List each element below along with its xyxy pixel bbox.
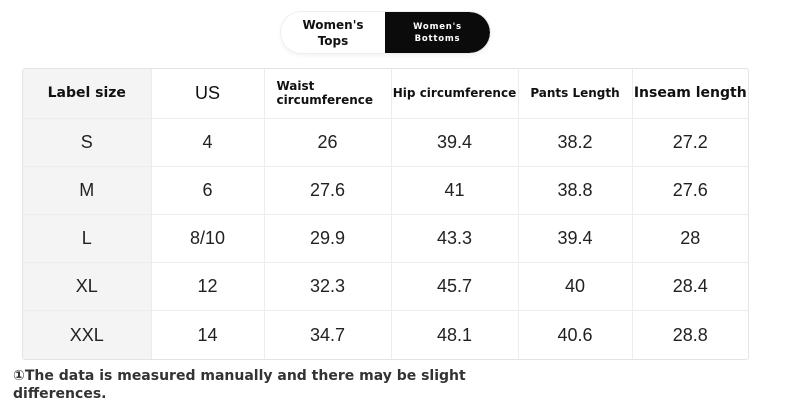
cell-waist: 29.9 [263, 213, 392, 264]
tab-womens-bottoms-label: Women's Bottoms [413, 21, 462, 44]
table-header-row: Label size US Waist circumference Hip ci… [23, 69, 748, 119]
cell-waist: 26 [263, 118, 392, 167]
cell-inseam: 27.6 [631, 165, 748, 215]
table-row: L 8/10 29.9 43.3 39.4 28 [23, 213, 748, 264]
table-row: M 6 27.6 41 38.8 27.6 [23, 165, 748, 215]
cell-pants-length: 40 [517, 262, 633, 312]
table-row: S 4 26 39.4 38.2 27.2 [23, 118, 748, 167]
table-row: XXL 14 34.7 48.1 40.6 28.8 [23, 310, 748, 359]
cell-hip: 41 [390, 165, 519, 215]
cell-hip: 43.3 [390, 213, 519, 264]
cell-pants-length: 40.6 [517, 310, 633, 359]
cell-inseam: 28 [631, 213, 748, 264]
cell-label-size: XXL [23, 310, 152, 359]
cell-inseam: 27.2 [631, 118, 748, 167]
cell-us: 8/10 [150, 213, 265, 264]
cell-label-size: L [23, 213, 152, 264]
table-row: XL 12 32.3 45.7 40 28.4 [23, 262, 748, 312]
cell-pants-length: 38.8 [517, 165, 633, 215]
cell-waist: 27.6 [263, 165, 392, 215]
cell-hip: 39.4 [390, 118, 519, 167]
header-label-size: Label size [23, 69, 152, 119]
cell-label-size: S [23, 118, 152, 167]
cell-inseam: 28.4 [631, 262, 748, 312]
cell-pants-length: 39.4 [517, 213, 633, 264]
cell-waist: 34.7 [263, 310, 392, 359]
header-hip-circumference: Hip circumference [390, 69, 519, 119]
cell-pants-length: 38.2 [517, 118, 633, 167]
tab-womens-bottoms[interactable]: Women's Bottoms [385, 12, 490, 53]
tab-womens-tops-label: Women's Tops [302, 17, 364, 48]
cell-label-size: XL [23, 262, 152, 312]
cell-hip: 48.1 [390, 310, 519, 359]
footnote-fade-overlay [118, 388, 418, 408]
header-pants-length: Pants Length [517, 69, 633, 119]
cell-label-size: M [23, 165, 152, 215]
tab-womens-tops[interactable]: Women's Tops [281, 12, 385, 53]
cell-us: 4 [150, 118, 265, 167]
cell-us: 14 [150, 310, 265, 359]
cell-us: 12 [150, 262, 265, 312]
header-us: US [150, 69, 265, 119]
cell-us: 6 [150, 165, 265, 215]
cell-hip: 45.7 [390, 262, 519, 312]
category-toggle: Women's Tops Women's Bottoms [281, 12, 490, 53]
cell-waist: 32.3 [263, 262, 392, 312]
header-waist-circumference: Waist circumference [263, 69, 392, 119]
measurement-footnote: ①The data is measured manually and there… [13, 368, 466, 402]
header-inseam-length: Inseam length [631, 69, 748, 119]
size-chart-table: Label size US Waist circumference Hip ci… [22, 68, 749, 360]
cell-inseam: 28.8 [631, 310, 748, 359]
